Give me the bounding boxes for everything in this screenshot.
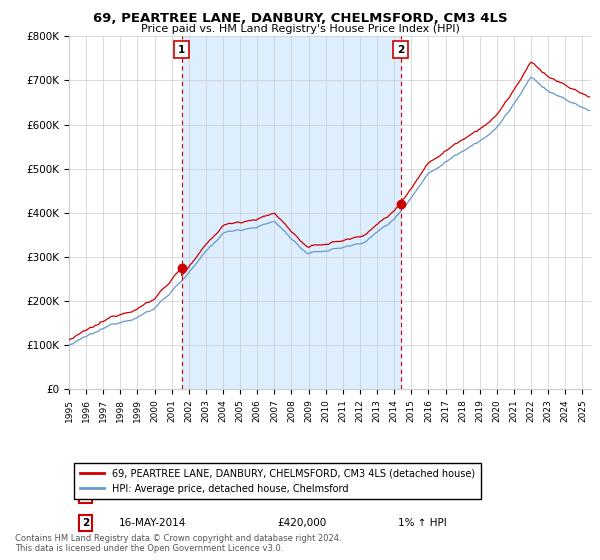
Text: £275,000: £275,000 bbox=[278, 490, 327, 500]
Text: 16-MAY-2014: 16-MAY-2014 bbox=[119, 518, 186, 528]
Text: 69, PEARTREE LANE, DANBURY, CHELMSFORD, CM3 4LS: 69, PEARTREE LANE, DANBURY, CHELMSFORD, … bbox=[92, 12, 508, 25]
Legend: 69, PEARTREE LANE, DANBURY, CHELMSFORD, CM3 4LS (detached house), HPI: Average p: 69, PEARTREE LANE, DANBURY, CHELMSFORD, … bbox=[74, 463, 481, 500]
Bar bbox=[182, 36, 401, 389]
Text: 30-JUL-2001: 30-JUL-2001 bbox=[119, 490, 182, 500]
Text: 1: 1 bbox=[178, 45, 185, 55]
Text: 1: 1 bbox=[82, 490, 89, 500]
Text: Price paid vs. HM Land Registry's House Price Index (HPI): Price paid vs. HM Land Registry's House … bbox=[140, 24, 460, 34]
Text: 35% ↑ HPI: 35% ↑ HPI bbox=[398, 490, 453, 500]
Text: 2: 2 bbox=[82, 518, 89, 528]
Text: £420,000: £420,000 bbox=[278, 518, 327, 528]
Text: 1% ↑ HPI: 1% ↑ HPI bbox=[398, 518, 446, 528]
Text: Contains HM Land Registry data © Crown copyright and database right 2024.
This d: Contains HM Land Registry data © Crown c… bbox=[15, 534, 341, 553]
Text: 2: 2 bbox=[397, 45, 404, 55]
